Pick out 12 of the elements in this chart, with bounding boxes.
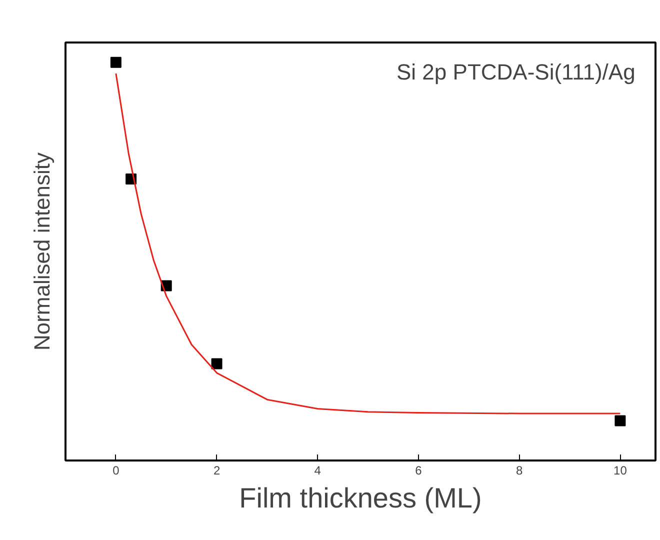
- point: [211, 358, 222, 370]
- x-tick-label: 10: [614, 464, 628, 478]
- x-axis-title: Film thickness (ML): [239, 482, 482, 514]
- y-axis-title: Normalised intensity: [30, 152, 54, 351]
- x-tick-label: 8: [516, 464, 524, 478]
- point: [110, 56, 122, 68]
- x-tick-label: 6: [415, 464, 422, 478]
- x-tick-label: 0: [112, 464, 120, 478]
- x-tick-label: 4: [314, 464, 322, 478]
- annotation: Si 2p PTCDA-Si(111)/Ag: [396, 59, 636, 84]
- point: [614, 415, 626, 426]
- x-tick-label: 2: [213, 464, 220, 478]
